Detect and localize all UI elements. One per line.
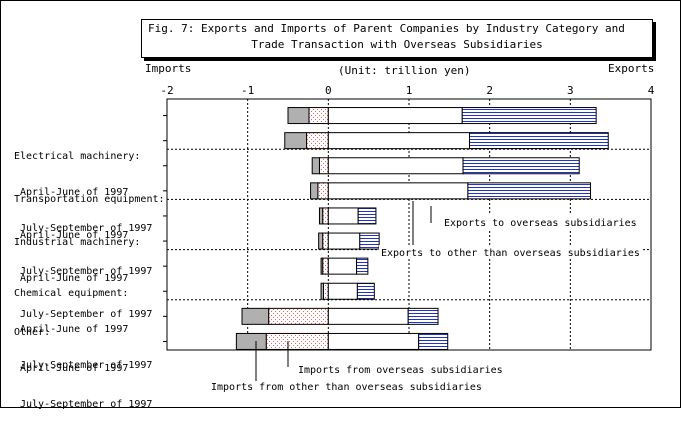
bar-exports-other (327, 207, 359, 225)
legend-exports-overseas: Exports to overseas subsidiaries (444, 218, 637, 229)
bar-imports-overseas (318, 207, 324, 225)
bar-exports-overseas (469, 132, 609, 150)
bar-imports-overseas (235, 332, 267, 350)
bar-imports-overseas (241, 307, 270, 325)
legend-imports-other: Imports from other than overseas subsidi… (211, 382, 482, 393)
legend-bg-exports-overseas (441, 215, 641, 229)
title-line-1: Fig. 7: Exports and Imports of Parent Co… (148, 22, 625, 35)
period-label: July-September of 1997 (20, 223, 153, 234)
bar-exports-overseas (418, 332, 449, 350)
figure-frame: Fig. 7: Exports and Imports of Parent Co… (0, 0, 681, 410)
group-name: Other: (14, 327, 51, 338)
bar-exports-other (327, 132, 471, 150)
bar-imports-other (317, 182, 329, 200)
period-label: July-September of 1997 (20, 399, 153, 410)
x-tick-label: 3 (567, 84, 574, 97)
bar-imports-other (322, 232, 329, 250)
group-label-transportation: Transportation equipment: April-June of … (14, 170, 165, 302)
bar-exports-other (327, 332, 420, 350)
bar-imports-other (318, 157, 329, 175)
imports-axis-label: Imports (145, 62, 192, 75)
group-label-chemical: Chemical equipment: April-June of 1997 J… (14, 264, 152, 396)
bar-exports-other (327, 232, 361, 250)
bar-exports-other (327, 107, 463, 125)
bar-exports-overseas (461, 107, 597, 125)
bar-exports-overseas (462, 157, 580, 175)
period-label: April-June of 1997 (20, 187, 129, 198)
group-name: Industrial machinery: (14, 237, 141, 248)
bar-imports-other (268, 307, 329, 325)
bar-exports-other (327, 257, 358, 275)
group-label-electrical: Electrical machinery: April-June of 1997… (14, 127, 152, 259)
group-label-other: Other: April-June of 1997 July-September… (14, 303, 152, 435)
bar-imports-other (322, 257, 329, 275)
bar-imports-overseas (284, 132, 308, 150)
period-label: April-June of 1997 (20, 324, 129, 335)
unit-label: (Unit: trillion yen) (338, 64, 471, 77)
bar-exports-other (327, 282, 358, 300)
legend-exports-other: Exports to other than overseas subsidiar… (381, 248, 640, 259)
bar-imports-other (308, 107, 329, 125)
bar-imports-overseas (310, 182, 319, 200)
legend-imports-overseas: Imports from overseas subsidiaries (298, 365, 503, 376)
bar-exports-other (327, 307, 409, 325)
chart-title: Fig. 7: Exports and Imports of Parent Co… (141, 19, 653, 58)
period-label: July-September of 1997 (20, 309, 153, 320)
bar-exports-overseas (357, 207, 377, 225)
group-name: Transportation equipment: (14, 194, 165, 205)
bar-exports-overseas (356, 282, 375, 300)
period-label: April-June of 1997 (20, 273, 129, 284)
bar-exports-overseas (359, 232, 380, 250)
bar-imports-other (322, 207, 329, 225)
period-label: July-September of 1997 (20, 360, 153, 371)
group-name: Chemical equipment: (14, 288, 129, 299)
x-tick-label: 4 (648, 84, 655, 97)
period-label: July-September of 1997 (20, 266, 153, 277)
bar-imports-other (322, 282, 329, 300)
x-tick-label: -1 (241, 84, 254, 97)
x-tick-label: 2 (486, 84, 493, 97)
bar-imports-overseas (311, 157, 320, 175)
bar-imports-overseas (318, 232, 324, 250)
bar-exports-overseas (407, 307, 439, 325)
bar-imports-overseas (320, 282, 324, 300)
x-tick-label: 0 (325, 84, 332, 97)
bar-imports-other (306, 132, 329, 150)
legend-bg-exports-other (379, 245, 641, 259)
period-label: April-June of 1997 (20, 230, 129, 241)
x-tick-label: 1 (406, 84, 413, 97)
chart-canvas: -2 -1 0 1 2 3 4 Exports to overseas subsidiari… (160, 84, 655, 393)
bar-imports-overseas (320, 257, 324, 275)
bar-exports-other (327, 157, 464, 175)
bar-exports-overseas (467, 182, 591, 200)
title-line-2: Trade Transaction with Overseas Subsidia… (251, 38, 543, 51)
bar-imports-overseas (287, 107, 310, 125)
bar-exports-overseas (356, 257, 369, 275)
bar-exports-other (327, 182, 469, 200)
group-name: Electrical machinery: (14, 151, 141, 162)
x-tick-label: -2 (160, 84, 173, 97)
group-label-industrial: Industrial machinery: April-June of 1997… (14, 213, 152, 345)
period-label: April-June of 1997 (20, 363, 129, 374)
exports-axis-label: Exports (608, 62, 655, 75)
bar-imports-other (265, 332, 329, 350)
